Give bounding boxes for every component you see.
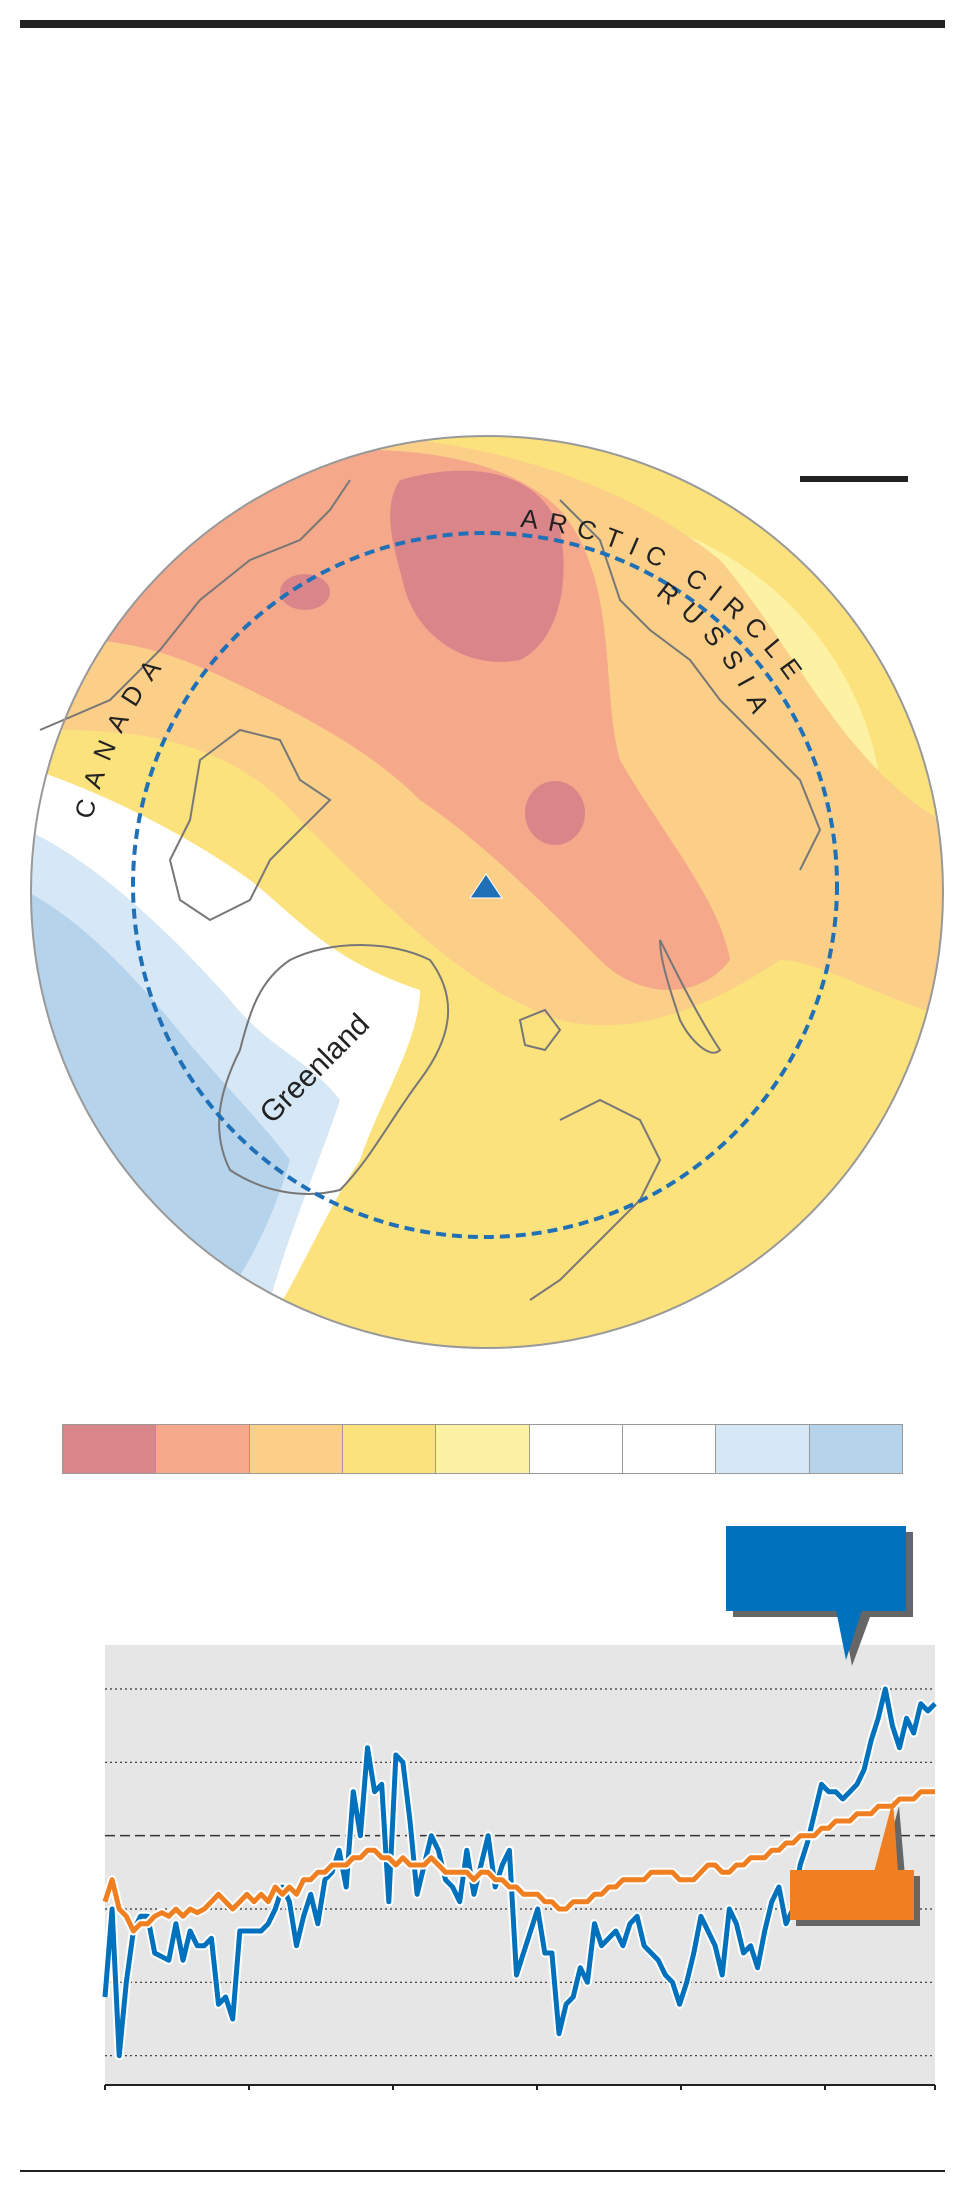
global-callout	[790, 1800, 920, 1926]
coastline-canada-mainland	[39, 479, 351, 731]
field-strong-warm-spot	[280, 574, 330, 610]
legend-swatch	[249, 1425, 343, 1473]
arctic-map: ARCTIC CIRCLE RUSSIA CANADA Greenland	[30, 435, 944, 1349]
global-callout-pointer	[874, 1800, 898, 1872]
chart-x-axis	[104, 2084, 936, 2090]
field-strong-warm-spot	[525, 781, 585, 845]
legend-swatch	[529, 1425, 623, 1473]
legend-swatch	[436, 1425, 530, 1473]
arctic-circle-line	[131, 531, 839, 1239]
field-strong-warm-zone	[390, 470, 564, 662]
legend-swatch	[716, 1425, 810, 1473]
coastline-canadian-archipelago	[168, 728, 332, 922]
north-pole-triangle-icon	[469, 873, 503, 899]
legend-swatch	[156, 1425, 250, 1473]
coastline-siberia	[559, 499, 822, 871]
coastlines	[39, 479, 822, 1301]
coastline-greenland	[218, 944, 450, 1195]
bottom-rule	[20, 2170, 945, 2172]
map-outline	[30, 435, 944, 1349]
arctic-callout-box	[726, 1526, 906, 1611]
temperature-line-chart	[100, 1526, 939, 2090]
coastline-novaya-zemlya	[659, 939, 722, 1054]
legend-swatch	[342, 1425, 437, 1473]
arctic-callout-pointer	[836, 1610, 862, 1660]
legend-swatch	[622, 1425, 717, 1473]
arctic-callout	[726, 1526, 913, 1666]
color-legend	[62, 1424, 903, 1474]
field-warm-zone	[80, 449, 730, 991]
legend-swatch	[63, 1425, 157, 1473]
top-rule	[20, 20, 945, 28]
coastline-scandinavia	[529, 1098, 662, 1301]
scale-bar	[800, 476, 908, 482]
legend-swatch	[809, 1425, 902, 1473]
global-callout-box	[790, 1870, 914, 1920]
global-temperature-line	[102, 1789, 935, 1934]
coastline-svalbard	[518, 1008, 562, 1052]
